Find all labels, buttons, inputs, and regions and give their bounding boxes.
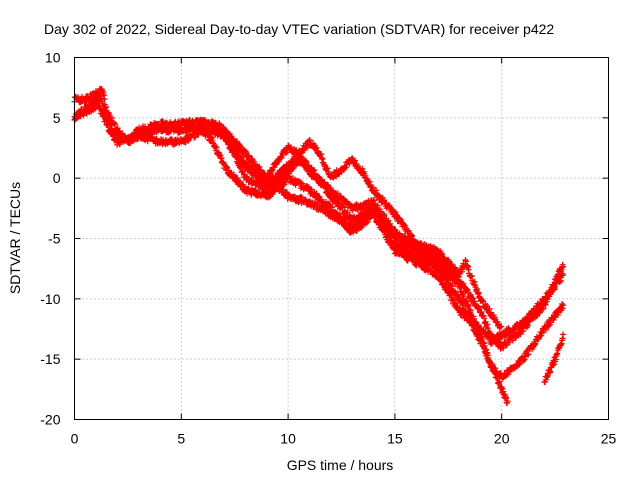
chart-title: Day 302 of 2022, Sidereal Day-to-day VTE… [44,21,554,37]
series-track-d [210,122,511,406]
y-tick-label: -20 [40,412,60,428]
x-tick-label: 20 [494,431,510,447]
series-track-e [221,131,505,331]
y-tick-label: -5 [48,231,61,247]
x-axis-label: GPS time / hours [287,457,394,473]
x-tick-label: 15 [387,431,403,447]
y-tick-label: -15 [40,351,60,367]
series-markers [71,85,567,352]
series-markers [221,131,505,331]
y-tick-label: 5 [53,110,61,126]
series-markers [541,331,567,386]
y-tick-label: -10 [40,291,60,307]
series-track-f [541,331,567,386]
x-tick-label: 25 [601,431,617,447]
x-tick-label: 5 [177,431,185,447]
x-tick-label: 0 [71,431,79,447]
plot-frame [74,57,609,420]
series-markers [210,122,511,406]
y-axis-label: SDTVAR / TECUs [7,182,23,294]
y-tick-label: 0 [53,170,61,186]
y-tick-label: 10 [45,50,61,66]
x-tick-label: 10 [280,431,296,447]
series-track-a [71,85,567,352]
